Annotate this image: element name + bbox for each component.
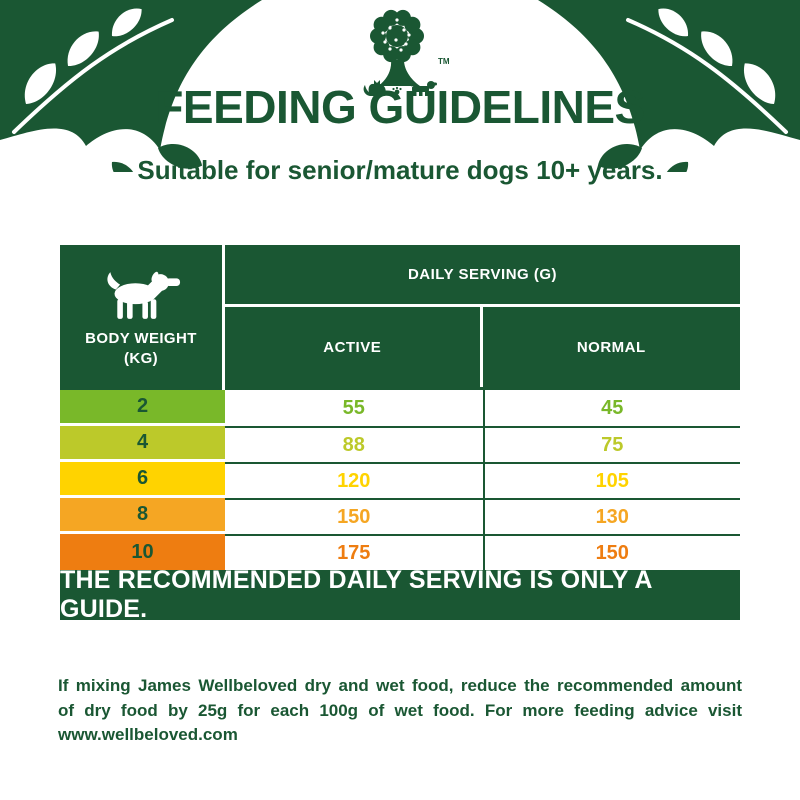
table-row: 6 120 105	[60, 462, 740, 498]
body-weight-header: BODY WEIGHT (KG)	[60, 245, 225, 390]
active-value: 55	[225, 390, 483, 426]
dog-icon	[107, 272, 181, 320]
weight-cell: 6	[60, 462, 225, 498]
weight-cell: 4	[60, 426, 225, 462]
subtitle: Suitable for senior/mature dogs 10+ year…	[137, 155, 663, 185]
active-value: 150	[225, 498, 483, 534]
weight-cell: 2	[60, 390, 225, 426]
active-value: 175	[225, 534, 483, 570]
body-weight-unit: (KG)	[123, 350, 159, 367]
brand-logo: TM	[338, 4, 462, 96]
page-title: FEEDING GUIDELINES	[155, 81, 645, 133]
table-row: 10 175 150	[60, 534, 740, 570]
normal-value: 130	[482, 498, 740, 534]
table-row: 4 88 75	[60, 426, 740, 462]
table-body: 2 55 45 4 88 75 6 120 105 8 150 130 10 1	[60, 390, 740, 570]
normal-value: 75	[482, 426, 740, 462]
serving-note: THE RECOMMENDED DAILY SERVING IS ONLY A …	[60, 566, 740, 623]
table-row: 2 55 45	[60, 390, 740, 426]
weight-cell: 10	[60, 534, 225, 570]
header-leaf-band	[0, 0, 800, 172]
normal-value: 105	[482, 462, 740, 498]
table-header: BODY WEIGHT (KG) DAILY SERVING (G) ACTIV…	[60, 245, 740, 390]
daily-serving-header: DAILY SERVING (G)	[225, 245, 740, 307]
normal-value: 45	[482, 390, 740, 426]
body-weight-label: BODY WEIGHT	[85, 330, 197, 348]
tree-logo-icon: TM	[363, 9, 450, 96]
weight-cell: 8	[60, 498, 225, 534]
column-header-active: ACTIVE	[225, 307, 483, 387]
table-row: 8 150 130	[60, 498, 740, 534]
normal-value: 150	[482, 534, 740, 570]
active-value: 88	[225, 426, 483, 462]
serving-header-group: DAILY SERVING (G) ACTIVE NORMAL	[225, 245, 740, 390]
feeding-table: BODY WEIGHT (KG) DAILY SERVING (G) ACTIV…	[60, 245, 740, 623]
trademark: TM	[438, 57, 450, 66]
footer-text: If mixing James Wellbeloved dry and wet …	[58, 676, 742, 745]
column-header-normal: NORMAL	[576, 338, 646, 356]
active-value: 120	[225, 462, 483, 498]
